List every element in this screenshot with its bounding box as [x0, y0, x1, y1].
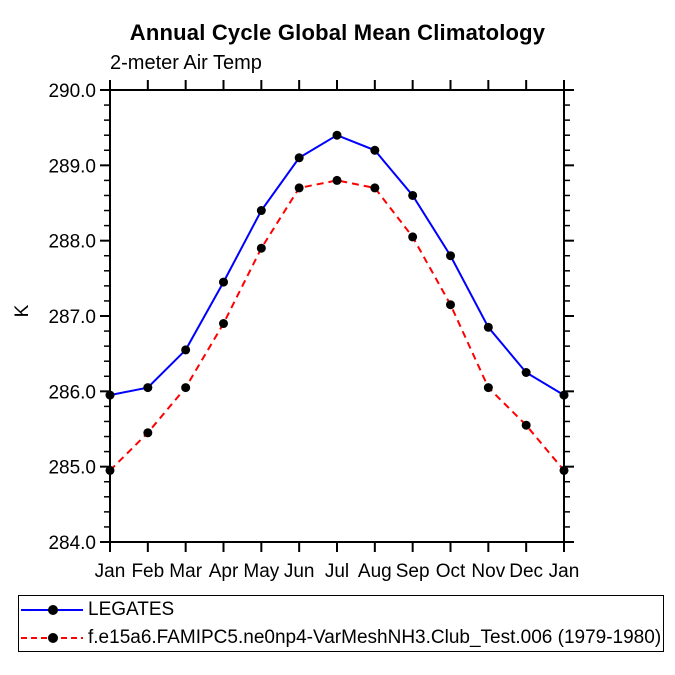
data-point-marker — [143, 428, 153, 438]
x-axis-tick-labels: Jan Feb Mar Apr May Jun Jul Aug Sep Oct Nov Dec Jan — [95, 561, 580, 582]
legend-item-legates: LEGATES — [21, 598, 663, 622]
data-point-marker — [559, 390, 569, 400]
x-tick-label: Nov — [471, 561, 505, 582]
y-tick-label: 284.0 — [48, 533, 96, 554]
data-point-marker — [521, 368, 531, 377]
data-point-marker — [559, 465, 569, 475]
x-tick-label: Apr — [209, 561, 239, 582]
y-tick-label: 288.0 — [48, 232, 96, 253]
series-legates — [105, 130, 569, 400]
data-point-marker — [181, 345, 191, 355]
data-point-marker — [521, 420, 531, 430]
axes — [100, 80, 574, 552]
data-point-marker — [483, 322, 493, 332]
series-model — [105, 175, 569, 475]
y-tick-label: 289.0 — [48, 156, 96, 177]
x-tick-label: Jul — [325, 561, 349, 582]
x-tick-label: Jan — [549, 561, 580, 582]
x-tick-label: Feb — [131, 561, 164, 582]
data-point-marker — [294, 153, 304, 163]
series-line — [109, 179, 565, 472]
data-point-marker — [256, 243, 266, 253]
x-tick-label: Dec — [509, 561, 543, 582]
data-point-marker — [446, 251, 455, 261]
data-point-marker — [143, 383, 153, 393]
x-tick-label: Mar — [169, 561, 202, 582]
series-line — [109, 134, 565, 397]
data-point-marker — [219, 319, 228, 329]
x-tick-label: Oct — [436, 561, 466, 582]
y-tick-label: 285.0 — [48, 458, 96, 479]
x-tick-label: Jan — [95, 561, 126, 582]
legend-swatch — [21, 604, 83, 616]
marker-dot-icon — [48, 632, 58, 643]
y-tick-label: 287.0 — [48, 307, 96, 328]
legend-item-model-run: f.e15a6.FAMIPC5.ne0np4-VarMeshNH3.Club_T… — [21, 626, 663, 650]
data-point-marker — [370, 183, 380, 193]
legend-label: f.e15a6.FAMIPC5.ne0np4-VarMeshNH3.Club_T… — [88, 626, 662, 648]
data-point-marker — [370, 145, 380, 155]
plot-frame — [109, 89, 565, 543]
y-tick-label: 290.0 — [48, 81, 96, 102]
data-point-marker — [105, 465, 115, 475]
data-point-marker — [181, 383, 191, 393]
data-point-marker — [483, 383, 493, 393]
data-point-marker — [408, 190, 418, 200]
chart-subtitle: 2-meter Air Temp — [110, 52, 262, 74]
legend-swatch — [21, 632, 83, 644]
data-point-marker — [105, 390, 115, 400]
x-tick-label: Aug — [358, 561, 392, 582]
x-tick-label: Sep — [396, 561, 430, 582]
data-point-marker — [256, 206, 266, 216]
data-point-marker — [332, 130, 342, 140]
data-point-marker — [332, 175, 342, 185]
x-tick-label: May — [243, 561, 279, 582]
data-point-marker — [408, 232, 418, 242]
data-point-marker — [446, 300, 455, 310]
data-point-marker — [219, 277, 228, 287]
chart-title: Annual Cycle Global Mean Climatology — [129, 20, 546, 45]
y-tick-label: 286.0 — [48, 382, 96, 403]
y-axis-tick-labels: 284.0 285.0 286.0 287.0 288.0 289.0 290.0 — [48, 81, 96, 554]
x-tick-label: Jun — [284, 561, 315, 582]
data-point-marker — [294, 183, 304, 193]
marker-dot-icon — [48, 604, 58, 615]
legend-label: LEGATES — [88, 598, 175, 620]
legend-box: LEGATES f.e15a6.FAMIPC5.ne0np4-VarMeshNH… — [18, 595, 664, 652]
